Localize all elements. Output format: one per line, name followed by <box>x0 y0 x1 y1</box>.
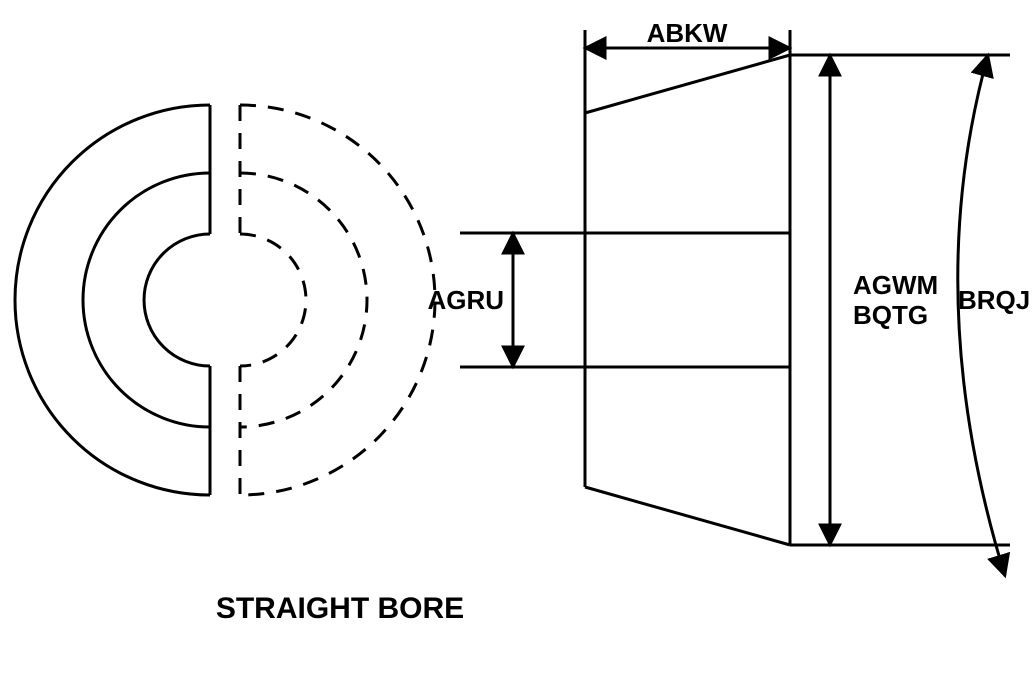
front-view <box>15 105 435 495</box>
left-half-inner-arc <box>144 234 210 366</box>
dim-bqtg-label: BQTG <box>853 300 928 330</box>
dim-agwm-label: AGWM <box>853 270 938 300</box>
right-half-inner-arc <box>240 234 306 366</box>
right-half-outer-arc <box>240 105 435 495</box>
left-half-mid-arc <box>83 173 210 427</box>
dim-agru-label: AGRU <box>427 285 504 315</box>
right-half-mid-arc <box>240 173 367 427</box>
technical-diagram: ABKW AGRU AGWM BQTG BRQJ STRAIGHT BORE <box>0 0 1034 689</box>
side-top <box>585 55 790 113</box>
dim-brqj-label: BRQJ <box>958 285 1030 315</box>
side-view <box>585 55 790 545</box>
side-bottom <box>585 487 790 545</box>
left-half-outer-arc <box>15 105 210 495</box>
dim-abkw-label: ABKW <box>647 18 728 48</box>
diagram-title: STRAIGHT BORE <box>216 592 464 625</box>
